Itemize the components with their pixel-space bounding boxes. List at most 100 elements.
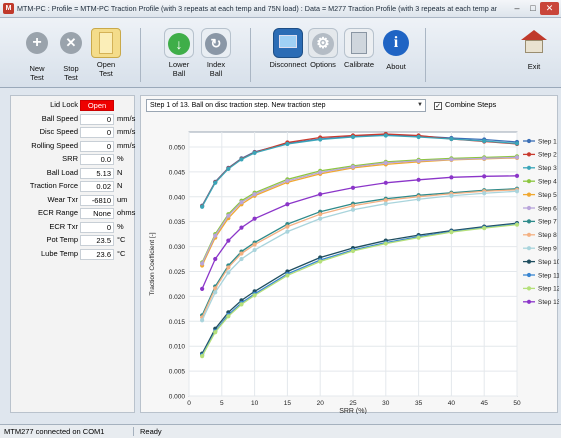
param-value: -6810 [80, 194, 114, 206]
data-point [213, 330, 218, 335]
connection-status: MTM277 connected on COM1 [4, 427, 134, 436]
param-value: 0.02 [80, 181, 114, 192]
x-tick-label: 15 [284, 400, 292, 407]
param-row: Traction Force 0.02 N [11, 181, 136, 193]
legend-label: Step 8 [538, 232, 557, 239]
data-point [318, 137, 323, 142]
legend-marker [526, 138, 532, 144]
chart-panel: Step 1 of 13. Ball on disc traction step… [140, 95, 559, 414]
param-row: Pot Temp 23.5 °C [11, 235, 136, 247]
parameter-panel: Lid Lock Open Ball Speed 0 mm/s Disc Speed 0 mm… [10, 95, 135, 413]
rotate-icon: ↻ [201, 28, 231, 58]
combine-steps-checkbox[interactable]: ✓ Combine Steps [434, 100, 496, 110]
minimize-icon[interactable]: – [514, 3, 520, 13]
y-tick-label: 0.015 [169, 319, 186, 326]
param-label: ECR Range [37, 208, 78, 217]
new-test-button[interactable]: + New Test [14, 28, 60, 82]
data-point [285, 178, 290, 183]
data-point [200, 318, 205, 323]
param-row: Disc Speed 0 mm/s [11, 127, 136, 139]
calculator-icon [344, 28, 374, 58]
data-point [200, 286, 205, 292]
data-point [318, 216, 323, 221]
param-value: None [80, 208, 114, 219]
mtm-app-icon: M [3, 3, 14, 14]
data-point [383, 180, 388, 185]
data-point [226, 238, 231, 243]
data-point [514, 141, 520, 146]
legend-label: Step 2 [538, 152, 557, 159]
x-tick-label: 20 [317, 400, 325, 407]
legend-label: Step 13 [538, 299, 559, 306]
data-point [449, 157, 454, 162]
exit-button[interactable]: Exit [511, 28, 557, 71]
legend-label: Step 3 [538, 165, 557, 172]
step-select[interactable]: Step 1 of 13. Ball on disc traction step… [146, 99, 426, 112]
param-row: Lid Lock Open [11, 100, 136, 112]
param-unit: mm/s [117, 113, 136, 123]
disconnect-button[interactable]: Disconnect [265, 28, 311, 69]
index-ball-button[interactable]: ↻ Index Ball [193, 28, 239, 78]
toolbar-separator [250, 28, 251, 82]
data-point [239, 200, 244, 205]
param-row: Rolling Speed 0 mm/s [11, 140, 136, 153]
exit-house-icon [519, 30, 549, 60]
legend-marker [526, 259, 532, 264]
about-label: About [386, 62, 406, 71]
x-tick-label: 0 [187, 400, 191, 407]
lower-ball-button[interactable]: ↓ Lower Ball [156, 28, 202, 78]
data-point [252, 293, 257, 298]
data-point [383, 198, 388, 203]
data-point [200, 354, 205, 359]
data-point [200, 261, 205, 266]
data-point [226, 270, 231, 275]
param-label: Ball Speed [41, 113, 78, 123]
y-axis-label: Traction Coefficient [-] [149, 232, 156, 295]
legend-label: Step 4 [538, 179, 557, 186]
about-button[interactable]: i About [373, 28, 419, 71]
options-button[interactable]: ⚙ Options [300, 28, 346, 69]
x-axis-label: SRR (%) [339, 408, 367, 414]
data-point [213, 286, 218, 291]
param-row: ECR Range None ohms [11, 208, 136, 220]
data-point [514, 155, 520, 160]
param-value: 0 [80, 113, 114, 125]
x-tick-label: 40 [448, 400, 456, 407]
data-point [226, 166, 231, 171]
open-test-button[interactable]: Open Test [83, 28, 129, 78]
param-label: Disc Speed [39, 127, 78, 136]
legend-marker [526, 179, 532, 184]
data-point [239, 225, 244, 230]
data-point [318, 192, 323, 197]
legend-label: Step 7 [538, 219, 557, 226]
data-point [383, 160, 388, 165]
param-row: Lube Temp 23.6 °C [11, 248, 136, 261]
data-point [383, 133, 388, 138]
calibrate-label: Calibrate [343, 60, 374, 69]
main-toolbar: + New Test ✕ Stop Test Open Test ↓ Lower… [0, 18, 561, 88]
close-icon[interactable]: ✕ [540, 2, 559, 15]
disconnect-icon [273, 28, 303, 58]
param-unit: ohms [117, 208, 136, 217]
data-point [449, 230, 454, 235]
data-point [449, 136, 454, 142]
param-row: Ball Load 5.13 N [11, 167, 136, 180]
calibrate-button[interactable]: Calibrate [336, 28, 382, 69]
maximize-icon[interactable]: □ [530, 3, 536, 13]
data-point [213, 180, 218, 185]
legend-label: Step 1 [538, 138, 557, 145]
checkbox-checked-icon: ✓ [434, 102, 442, 110]
param-label: ECR Txr [49, 221, 78, 231]
info-icon: i [381, 30, 411, 60]
stop-test-button[interactable]: ✕ Stop Test [48, 28, 94, 82]
index-ball-label: Index Ball [206, 60, 226, 78]
x-tick-label: 35 [415, 400, 423, 407]
data-point [482, 191, 487, 196]
data-point [350, 207, 356, 212]
param-label: Lube Temp [41, 248, 78, 258]
legend-marker [526, 152, 532, 157]
x-tick-label: 5 [220, 400, 224, 407]
data-point [285, 141, 290, 147]
toolbar-separator [140, 28, 141, 82]
param-value: 23.6 [80, 248, 114, 260]
